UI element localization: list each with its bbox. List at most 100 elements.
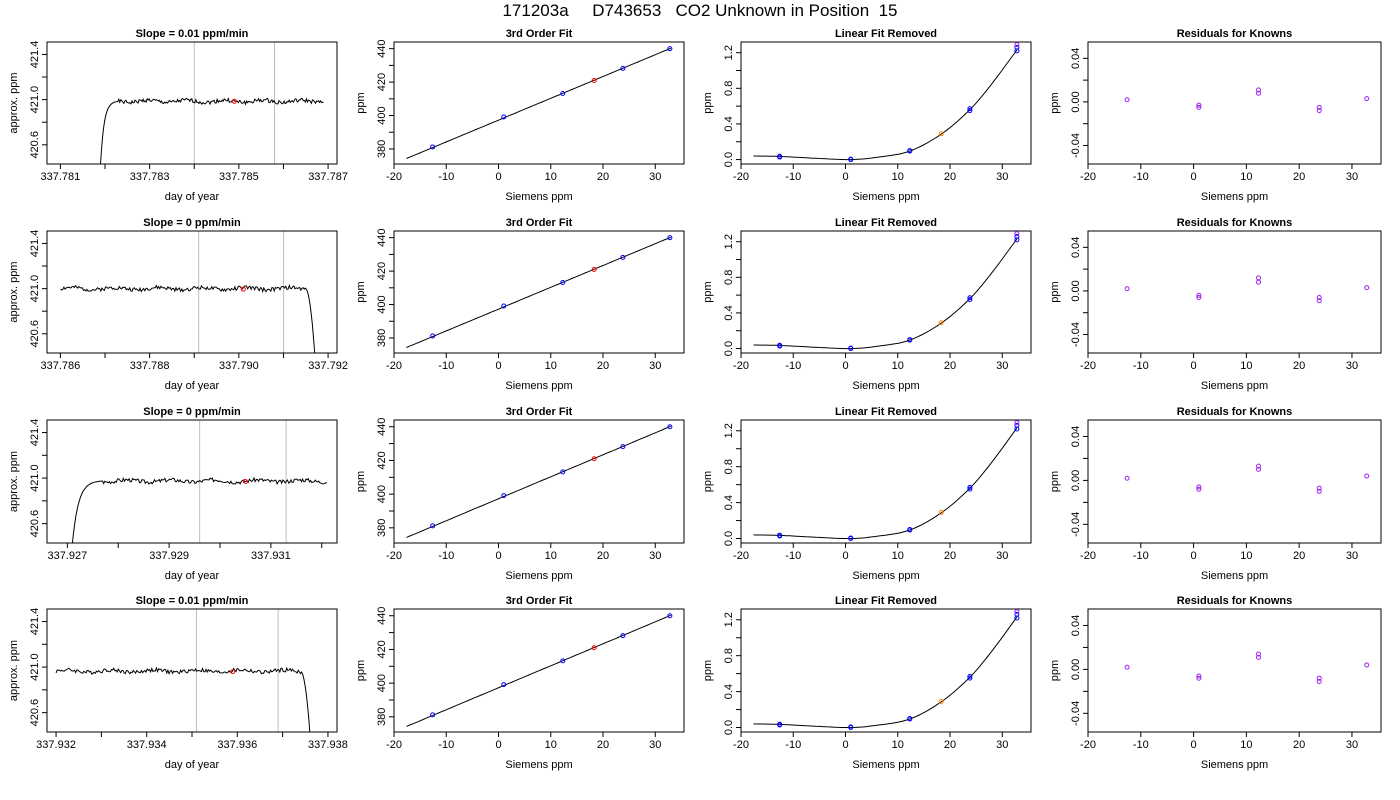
chart-title: Linear Fit Removed [835, 595, 937, 607]
plot-area [1124, 463, 1370, 494]
known-standard-point [967, 675, 973, 681]
x-tick-label: 30 [1346, 171, 1358, 183]
top-standard-point [1014, 609, 1020, 615]
y-axis-label: ppm [702, 92, 714, 113]
chart-title: 3rd Order Fit [506, 217, 573, 229]
x-tick-label: -20 [733, 550, 749, 562]
residual-point [1364, 285, 1370, 291]
x-tick-label: 337.787 [308, 171, 348, 183]
plot-frame [46, 41, 338, 165]
y-axis-label: ppm [702, 471, 714, 492]
residual-point [1364, 96, 1370, 102]
y-tick-label: 380 [376, 708, 388, 726]
chart-title: Linear Fit Removed [835, 28, 937, 40]
residual-point [1256, 279, 1262, 285]
plot-frame [1087, 41, 1382, 165]
x-tick-label: 10 [545, 171, 557, 183]
chart-title: Residuals for Knowns [1177, 217, 1293, 229]
chart-title: Slope = 0.01 ppm/min [136, 595, 249, 607]
y-tick-label: 0.8 [723, 270, 735, 285]
unknown-sample-point [938, 131, 944, 137]
top-standard-point [1014, 42, 1020, 48]
known-standard-point [967, 484, 973, 490]
chart-panel-residuals: Residuals for Knowns -20 -10 0 10 20 30 -0.04 0.… [1049, 406, 1382, 582]
chart-title: Residuals for Knowns [1177, 406, 1293, 418]
page-title: 171203a D743653 CO2 Unknown in Position … [502, 1, 898, 20]
y-tick-label: 400 [376, 106, 388, 124]
x-tick-label: 20 [944, 550, 956, 562]
y-tick-label: 400 [376, 674, 388, 692]
x-axis-label: Siemens ppm [852, 759, 919, 771]
x-tick-label: 337.792 [308, 360, 348, 372]
chart-panel-linear_removed: Linear Fit Removed -20 -10 0 10 20 30 0.0 0.4 0.8… [702, 406, 1032, 582]
x-tick-label: 30 [649, 739, 661, 751]
known-standard-point [501, 682, 507, 688]
x-axis-label: Siemens ppm [1201, 380, 1268, 392]
residual-point [1196, 484, 1202, 490]
y-axis-label: ppm [702, 281, 714, 302]
x-tick-label: 0 [1191, 360, 1197, 372]
y-tick-label: 0.0 [723, 531, 735, 546]
chart-title: 3rd Order Fit [506, 595, 573, 607]
residual-point [1256, 87, 1262, 93]
x-tick-label: 337.783 [130, 171, 170, 183]
residual-point [1316, 108, 1322, 114]
known-standard-point [1014, 237, 1020, 243]
x-tick-label: -10 [438, 171, 454, 183]
residual-point [1316, 294, 1322, 300]
y-axis-label: ppm [355, 281, 367, 302]
known-standard-point [907, 716, 913, 722]
unknown-sample-point [591, 456, 597, 462]
y-tick-label: -0.04 [1070, 322, 1082, 347]
x-tick-label: 20 [1293, 360, 1305, 372]
y-tick-label: 420 [376, 640, 388, 658]
y-tick-label: 421.4 [29, 419, 41, 447]
residual-point [1196, 673, 1202, 679]
residual-point [1196, 104, 1202, 110]
x-tick-label: 30 [996, 739, 1008, 751]
plot-frame [1087, 419, 1382, 544]
unknown-sample-point [591, 266, 597, 272]
y-tick-label: 0.00 [1070, 659, 1082, 680]
y-tick-label: 1.2 [723, 612, 735, 627]
x-tick-label: 0 [842, 360, 848, 372]
known-standard-point [777, 343, 783, 349]
known-standard-point [777, 533, 783, 539]
unknown-sample-point [938, 698, 944, 704]
y-axis-label: approx. ppm [8, 640, 20, 701]
plot-area [1124, 87, 1370, 114]
residual-point [1364, 473, 1370, 479]
x-tick-label: 30 [996, 360, 1008, 372]
known-standard-point [667, 235, 673, 241]
concentration-trace [71, 476, 327, 543]
y-tick-label: 421.4 [29, 41, 41, 69]
x-tick-label: 0 [1191, 171, 1197, 183]
x-tick-label: 0 [1191, 739, 1197, 751]
x-axis-label: day of year [165, 380, 220, 392]
y-tick-label: 440 [376, 40, 388, 58]
y-tick-label: 0.04 [1070, 237, 1082, 258]
residual-point [1316, 104, 1322, 110]
x-tick-label: 10 [1240, 360, 1252, 372]
plot-area [753, 42, 1020, 163]
x-tick-label: -20 [733, 360, 749, 372]
fit-curve [406, 425, 672, 538]
plot-frame [1087, 608, 1382, 733]
x-tick-label: -20 [386, 171, 402, 183]
fit-curve [753, 427, 1018, 539]
x-tick-label: 30 [649, 360, 661, 372]
y-tick-label: 421.4 [29, 230, 41, 258]
known-standard-point [777, 722, 783, 728]
y-tick-label: 0.4 [723, 116, 735, 131]
plot-frame [740, 419, 1032, 544]
x-tick-label: 0 [495, 171, 501, 183]
y-tick-label: 420.6 [29, 699, 41, 727]
y-tick-label: 1.2 [723, 45, 735, 60]
y-tick-label: 421.0 [29, 653, 41, 681]
y-tick-label: 421.0 [29, 464, 41, 492]
unknown-mean-marker [242, 479, 248, 484]
chart-panel-linear_removed: Linear Fit Removed -20 -10 0 10 20 30 0.0 0.4 0.8… [702, 28, 1032, 203]
x-tick-label: -20 [733, 739, 749, 751]
known-standard-point [620, 633, 626, 639]
x-tick-label: -20 [386, 550, 402, 562]
